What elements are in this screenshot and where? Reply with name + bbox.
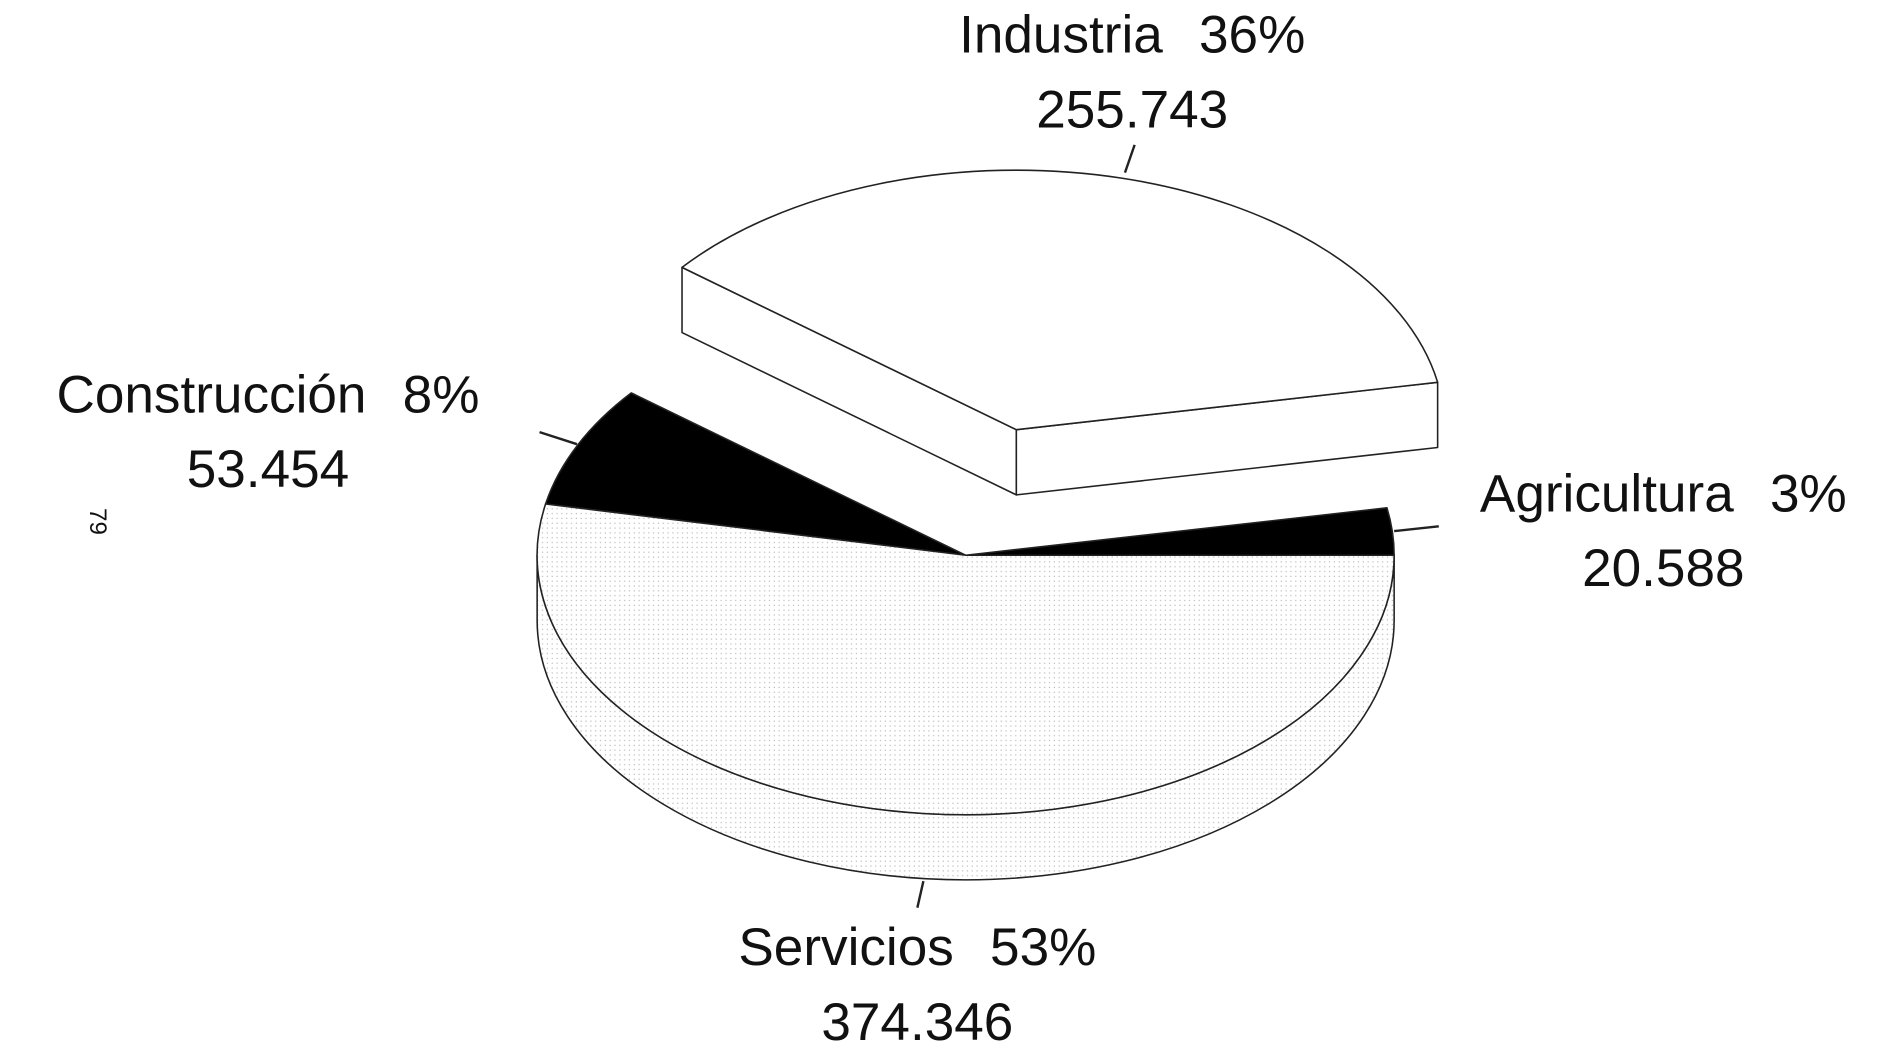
value-label: 20.588 — [1582, 539, 1744, 598]
percent-label: 8% — [403, 365, 480, 424]
leader-line — [1394, 525, 1439, 533]
leader-line — [1123, 144, 1136, 174]
slice-label: Industria 36% — [959, 6, 1305, 65]
labels: Agricultura 3% 20.588 Industria 36% 255.743 Co… — [57, 6, 1847, 1047]
slice — [681, 169, 1439, 431]
pie — [536, 169, 1439, 881]
leader-line — [539, 430, 578, 446]
slice-label: Construcción 8% — [57, 365, 480, 424]
category-label: Construcción — [57, 365, 367, 424]
percent-label: 36% — [1199, 6, 1305, 65]
value-label: 255.743 — [1036, 80, 1228, 139]
category-label: Industria — [959, 6, 1163, 65]
leader-line — [916, 880, 925, 908]
percent-label: 3% — [1770, 464, 1847, 523]
percent-label: 53% — [990, 918, 1096, 977]
value-label: 53.454 — [187, 440, 349, 499]
slice — [964, 507, 1395, 557]
slice-label: Agricultura 3% — [1480, 464, 1847, 523]
page-number: 79 — [84, 508, 111, 535]
category-label: Agricultura — [1480, 464, 1734, 523]
value-label: 374.346 — [821, 993, 1013, 1047]
slice — [536, 503, 1395, 816]
category-label: Servicios — [738, 918, 953, 977]
slice — [544, 392, 967, 557]
slice-label: Servicios 53% — [738, 918, 1096, 977]
